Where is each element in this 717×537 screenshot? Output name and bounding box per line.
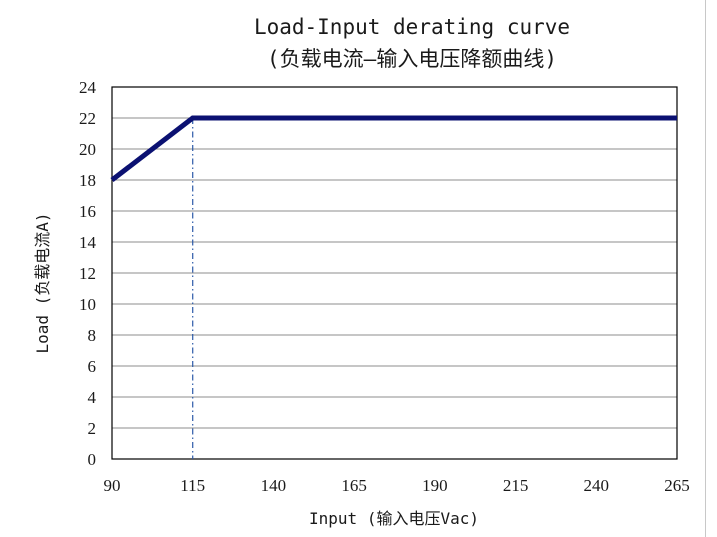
y-tick-label-10: 10 [79, 295, 96, 314]
x-tick-label-165: 165 [341, 476, 367, 495]
x-tick-label-90: 90 [104, 476, 121, 495]
y-tick-label-2: 2 [88, 419, 97, 438]
chart-title: Load-Input derating curve [254, 15, 570, 39]
y-tick-label-14: 14 [79, 233, 97, 252]
series-group [110, 115, 678, 459]
x-tick-label-240: 240 [584, 476, 610, 495]
y-tick-label-24: 24 [79, 78, 97, 97]
chart-subtitle: (负载电流—输入电压降额曲线) [267, 47, 557, 71]
y-tick-label-8: 8 [88, 326, 97, 345]
axes [111, 86, 678, 460]
y-tick-label-22: 22 [79, 109, 96, 128]
x-tick-label-215: 215 [503, 476, 529, 495]
y-tick-label-4: 4 [88, 388, 97, 407]
grid-lines [112, 86, 677, 429]
y-tick-label-12: 12 [79, 264, 96, 283]
y-axis-label: Load (负载电流A) [33, 212, 52, 353]
x-tick-label-190: 190 [422, 476, 448, 495]
y-tick-label-0: 0 [88, 450, 97, 469]
y-tick-label-16: 16 [79, 202, 96, 221]
x-axis-label: Input (输入电压Vac) [309, 509, 479, 528]
y-tick-label-18: 18 [79, 171, 96, 190]
y-tick-label-20: 20 [79, 140, 96, 159]
x-tick-label-140: 140 [261, 476, 287, 495]
x-tick-label-265: 265 [664, 476, 690, 495]
x-tick-label-115: 115 [180, 476, 205, 495]
plot-border [111, 86, 678, 460]
y-tick-label-6: 6 [88, 357, 97, 376]
